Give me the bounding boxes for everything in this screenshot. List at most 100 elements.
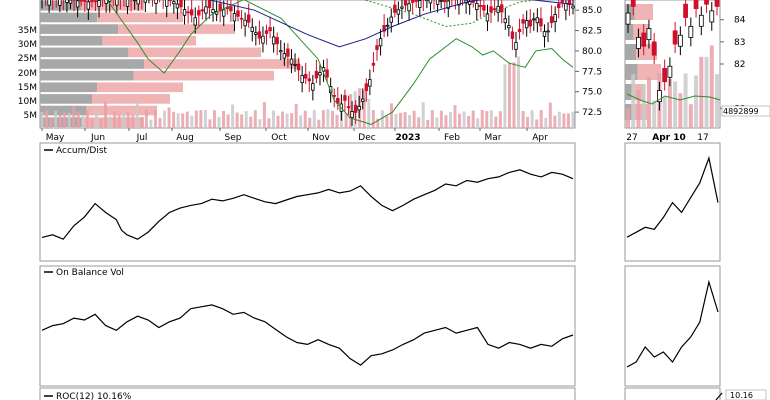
candle-body [304,73,308,79]
month-label: Feb [444,133,460,143]
vap-bar-down [40,82,98,93]
candle-body [428,0,433,4]
roc-inset-frame [624,387,721,400]
inset-candle-body [709,10,715,23]
vap-bar-up [97,82,183,93]
roc-panel: ROC(12) 10.16% 10.16 [39,387,767,400]
roc-title: ROC(12) 10.16% [56,392,132,400]
volume-bar [507,62,511,129]
volume-bar [117,114,121,128]
vap-bar-up [86,105,157,116]
vap-bar-down [40,59,144,69]
volume-bar [153,110,157,128]
volume-bar [163,110,167,128]
candle-body [325,69,329,78]
volume-bar [539,110,543,128]
volume-bar [521,110,525,128]
candle-body [197,10,201,16]
candle-body [257,31,262,39]
volume-bar [226,114,230,128]
candle-body [175,3,180,9]
volume-bar [535,119,539,128]
candle-body [546,30,550,33]
volume-bar [54,110,58,128]
candle-body [168,0,172,2]
inset-vap-up [634,4,653,20]
candle-body [318,72,322,76]
month-label: May [46,133,65,143]
volume-bar [285,113,289,128]
candle-body [475,3,479,11]
volume-tick-label: 15M [18,83,37,93]
candle-body [446,0,450,9]
inset-candle-body [662,68,668,83]
candle-body [557,3,561,8]
inset-volume-bar [631,74,636,128]
volume-bar [530,110,534,128]
volume-bar [480,110,484,128]
volume-bar [417,117,421,128]
inset-volume-bar [662,96,667,128]
candle-body [264,30,269,34]
volume-bar [281,111,285,128]
volume-bar [462,111,466,128]
inset-volume-bar [683,73,688,128]
vap-bar-up [128,47,261,58]
candle-body [232,13,237,22]
volume-bar [557,111,561,128]
vap-bar-up [133,70,274,81]
candle-body [75,0,80,8]
price-tick-label: 85.0 [582,6,602,16]
volume-bar [426,119,430,128]
inset-candle-body [625,12,631,25]
candle-body [443,0,447,3]
inset-candle-body [698,14,704,27]
candle-body [485,13,490,22]
obv-panel: On Balance Vol [39,265,721,387]
candle-body [507,25,511,29]
price-axis: 72.5 75.0 77.5 80.0 82.5 85.0 [575,6,602,118]
inset-volume-bar [709,45,714,128]
inset-vap-down [625,4,635,20]
volume-bar [376,118,380,128]
volume-bar [126,112,130,128]
candle-body [535,17,540,24]
candle-body [58,0,62,6]
volume-bar [403,112,407,128]
volume-tick-label: 30M [18,40,37,50]
volume-bar [312,110,316,128]
volume-axis: 5M 10M 15M 20M 25M 30M 35M [18,26,37,121]
price-panel: 72.5 75.0 77.5 80.0 82.5 85.0 5M 10M 15M 20M 25M 3… [18,0,602,143]
inset-candle-body [704,0,709,5]
accum-dist-line [41,169,574,240]
volume-bar [167,107,171,128]
volume-bar [362,90,366,128]
sma-200-line [363,0,540,28]
volume-bar [444,115,448,128]
candle-body [211,9,215,14]
volume-bar [303,110,307,128]
vap-bar-up [102,35,196,46]
roc-value-label: 10.16 [730,391,753,400]
volume-tick-label: 35M [18,26,37,36]
vap-bar-down [40,35,103,46]
inset-candles [625,0,720,111]
volume-bar [190,115,194,128]
volume-bar [389,103,393,128]
inset-volume-bar [652,100,657,128]
inset-date-label: 27 [626,133,637,143]
candle-body [439,0,443,2]
month-label: Mar [485,133,502,143]
candle-body [478,5,483,7]
volume-bar [158,117,162,128]
candle-body [204,6,208,14]
candle-body [207,0,212,9]
candle-body [482,5,486,11]
candle-body [293,64,297,66]
candle-body [457,0,461,6]
candle-body [282,53,287,59]
volume-bar [335,114,339,128]
obv-inset-frame [624,265,721,387]
bollinger-lower-line [106,0,574,125]
